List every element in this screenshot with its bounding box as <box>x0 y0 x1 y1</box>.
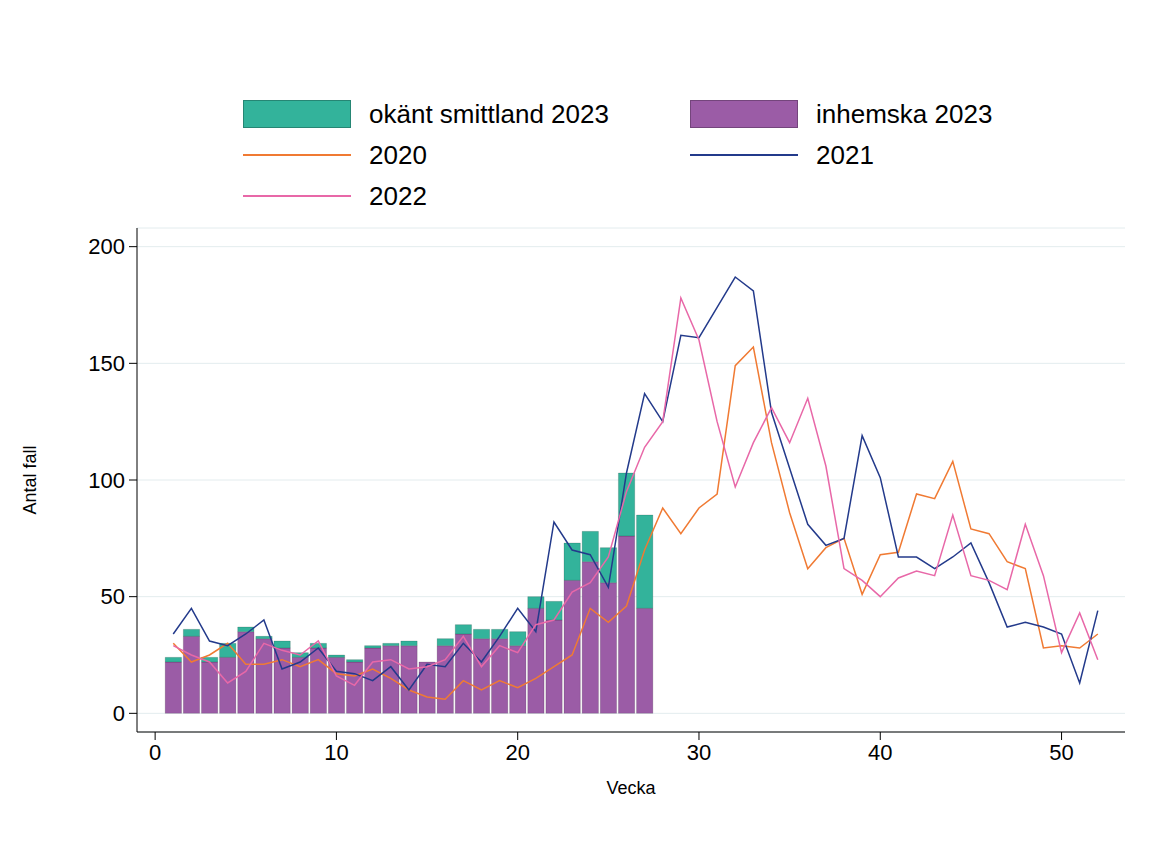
svg-text:20: 20 <box>505 740 529 765</box>
svg-text:Antal fall: Antal fall <box>20 445 40 514</box>
html-text:2022: 2022 <box>369 180 427 211</box>
svg-text:30: 30 <box>687 740 711 765</box>
svg-text:Vecka: Vecka <box>606 778 656 798</box>
svg-text:0: 0 <box>149 740 161 765</box>
svg-text:100: 100 <box>88 468 125 493</box>
svg-text:150: 150 <box>88 351 125 376</box>
html-text:2020: 2020 <box>369 139 427 170</box>
svg-text:50: 50 <box>1049 740 1073 765</box>
svg-text:50: 50 <box>101 584 125 609</box>
html-text:okänt smittland 2023: okänt smittland 2023 <box>369 98 609 129</box>
svg-text:40: 40 <box>868 740 892 765</box>
html-text:2021: 2021 <box>816 139 874 170</box>
svg-text:0: 0 <box>113 701 125 726</box>
svg-text:10: 10 <box>324 740 348 765</box>
svg-text:200: 200 <box>88 234 125 259</box>
html-text:inhemska 2023: inhemska 2023 <box>816 98 993 129</box>
